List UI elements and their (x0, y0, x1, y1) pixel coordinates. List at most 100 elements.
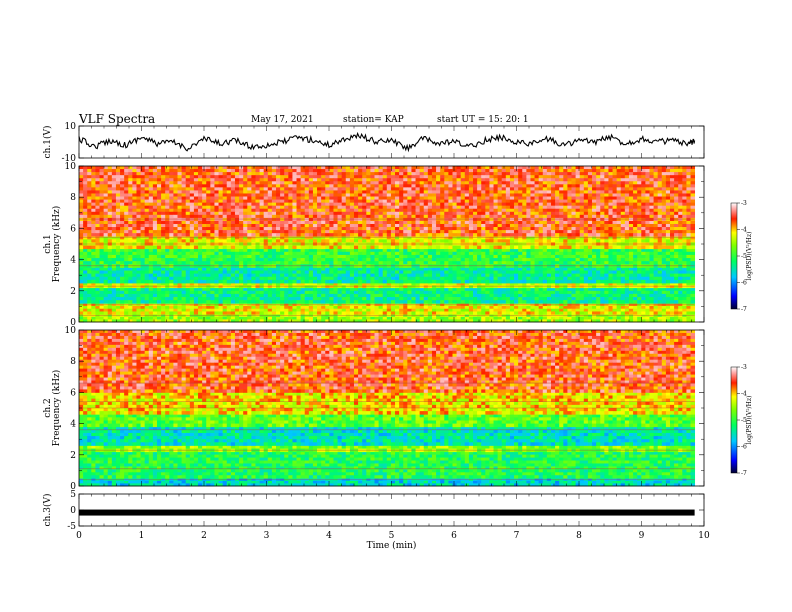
spectrogram-cell (616, 319, 622, 323)
spectrogram-cell (115, 273, 121, 278)
spectrogram-cell (156, 175, 162, 179)
spectrogram-cell (210, 270, 215, 275)
spectrogram-cell (628, 283, 634, 286)
spectrogram-cell (210, 239, 215, 243)
spectrogram-cell (239, 273, 244, 278)
spectrogram-cell (226, 293, 232, 298)
spectrogram-cell (337, 319, 343, 323)
spectrogram-cell (456, 293, 462, 298)
spectrogram-cell (251, 306, 256, 310)
spectrogram-cell (206, 254, 211, 259)
spectrogram-cell (473, 287, 478, 292)
spectrogram-cell (686, 306, 691, 310)
spectrogram-cell (456, 316, 462, 320)
spectrogram-cell (567, 273, 572, 278)
spectrogram-cell (259, 169, 265, 173)
spectrogram-cell (239, 283, 244, 286)
spectrogram-cell (386, 283, 392, 286)
spectrogram-cell (518, 245, 523, 250)
spectrogram-cell (210, 319, 215, 323)
spectrogram-cell (173, 297, 178, 301)
spectrogram-cell (284, 254, 289, 259)
spectrogram-cell (522, 261, 527, 265)
spectrogram-cell (538, 311, 544, 315)
spectrogram-cell (497, 276, 503, 281)
spectrogram-cell (136, 297, 141, 301)
spectrogram-cell (107, 273, 113, 278)
spectrogram-cell (501, 285, 507, 289)
spectrogram-cell (538, 308, 544, 312)
spectrogram-cell (234, 267, 240, 271)
spectrogram-cell (653, 300, 659, 304)
spectrogram-cell (198, 297, 203, 301)
spectrogram-cell (189, 251, 195, 256)
spectrogram-cell (370, 293, 375, 298)
spectrogram-cell (341, 172, 347, 176)
spectrogram-cell (87, 245, 92, 250)
spectrogram-cell (448, 285, 453, 289)
spectrogram-cell (456, 308, 462, 312)
spectrogram-cell (390, 316, 396, 320)
spectrogram-cell (550, 273, 556, 278)
spectrogram-cell (559, 319, 564, 323)
spectrogram-cell (83, 316, 88, 320)
spectrogram-cell (177, 248, 182, 253)
spectrogram-cell (411, 258, 416, 262)
spectrogram-cell (403, 297, 408, 301)
spectrogram-cell (583, 172, 589, 176)
spectrogram-cell (362, 169, 367, 173)
spectrogram-cell (674, 290, 679, 295)
spectrogram-cell (317, 175, 322, 179)
spectrogram-cell (337, 290, 343, 295)
spectrogram-cell (522, 319, 527, 323)
spectrogram-cell (427, 270, 433, 275)
spectrogram-cell (641, 169, 646, 173)
spectrogram-cell (132, 267, 137, 271)
spectrogram-cell (206, 293, 211, 298)
spectrogram-cell (378, 239, 384, 243)
spectrogram-cell (571, 251, 576, 256)
spectrogram-cell (579, 316, 585, 320)
spectrogram-cell (214, 267, 219, 271)
spectrogram-cell (514, 261, 519, 265)
spectrogram-cell (99, 254, 105, 259)
spectrogram-cell (276, 172, 281, 176)
spectrogram-cell (152, 276, 158, 281)
spectrogram-cell (292, 270, 297, 275)
spectrogram-cell (317, 300, 322, 304)
spectrogram-cell (234, 276, 240, 281)
spectrogram-cell (288, 166, 293, 170)
spectrogram-cell (415, 283, 421, 286)
spectrogram-cell (596, 283, 601, 286)
spectrogram-cell (243, 270, 248, 275)
spectrogram-cell (341, 270, 347, 275)
spectrogram-cell (526, 169, 531, 173)
spectrogram-cell (91, 311, 96, 315)
spectrogram-cell (304, 287, 310, 292)
spectrogram-cell (185, 248, 191, 253)
spectrogram-cell (362, 261, 367, 265)
spectrogram-cell (473, 166, 478, 170)
spectrogram-cell (251, 273, 256, 278)
spectrogram-cell (575, 172, 581, 176)
spectrogram-cell (637, 276, 642, 281)
spectrogram-cell (596, 270, 601, 275)
spectrogram-cell (358, 306, 363, 310)
spectrogram-cell (575, 273, 581, 278)
spectrogram-cell (292, 293, 297, 298)
spectrogram-cell (198, 239, 203, 243)
spectrogram-cell (608, 316, 613, 320)
spectrogram-cell (202, 287, 207, 292)
spectrogram-cell (653, 239, 659, 243)
spectrogram-cell (193, 290, 199, 295)
spectrogram-cell (218, 169, 224, 173)
spectrogram-cell (349, 283, 355, 286)
spectrogram-cell (148, 319, 154, 323)
spectrogram-cell (243, 319, 248, 323)
spectrogram-cell (370, 251, 375, 256)
spectrogram-cell (604, 267, 609, 271)
spectrogram-cell (468, 166, 474, 170)
spectrogram-cell (280, 239, 285, 243)
spectrogram-cell (452, 258, 457, 262)
spectrogram-cell (497, 311, 503, 315)
